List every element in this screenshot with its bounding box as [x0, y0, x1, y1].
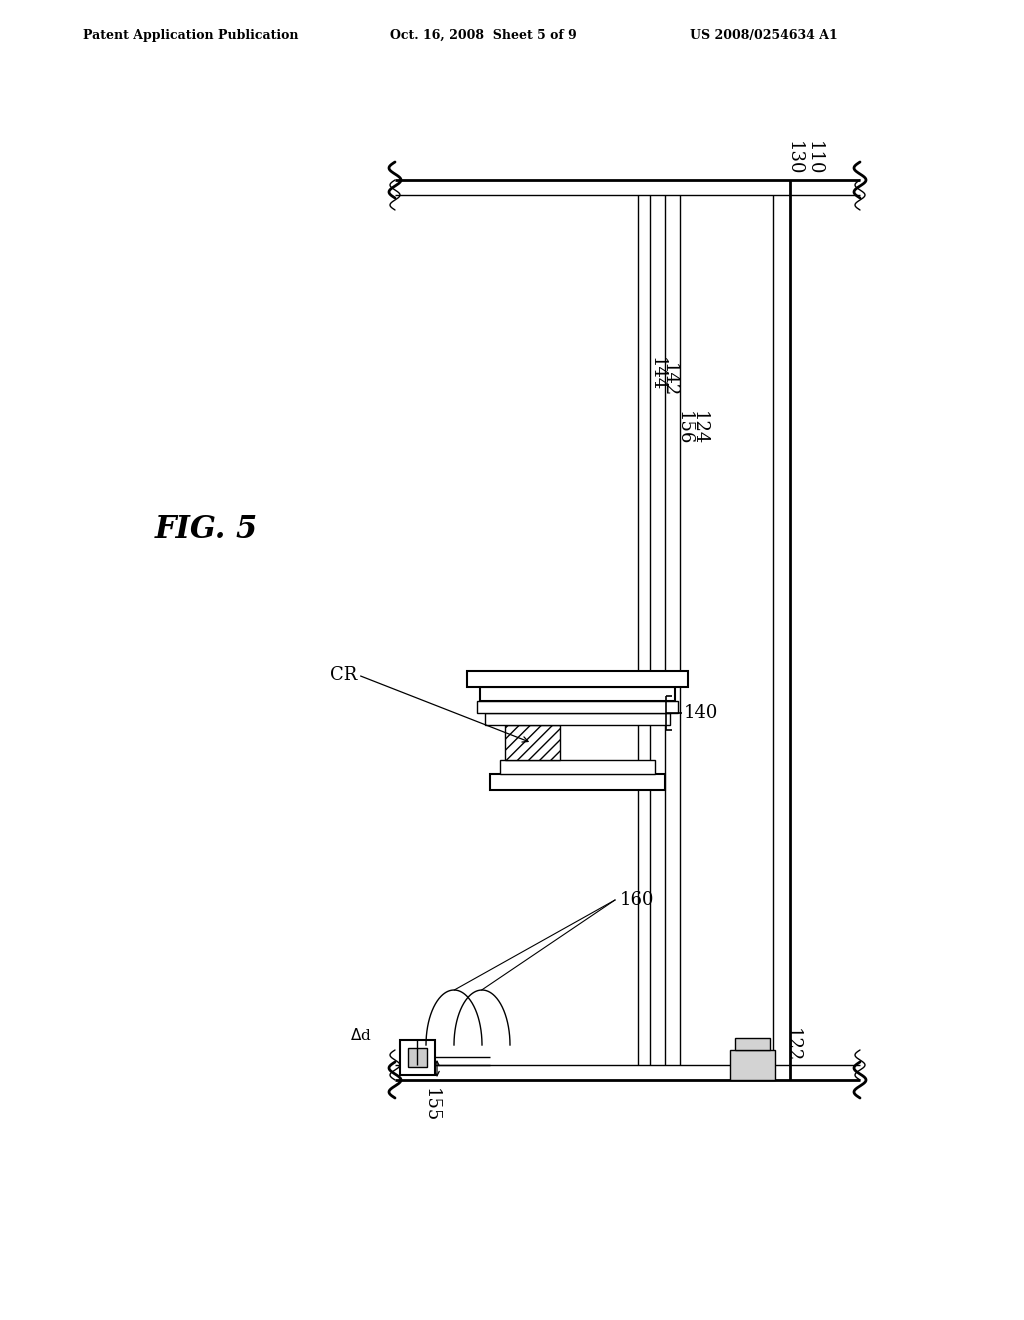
- Bar: [505, 725, 560, 760]
- Text: FIG. 5: FIG. 5: [155, 515, 258, 545]
- Text: 122: 122: [783, 1028, 801, 1063]
- Text: CR: CR: [330, 667, 357, 684]
- Bar: [485, 713, 670, 725]
- Bar: [408, 1048, 427, 1067]
- Text: 142: 142: [660, 363, 678, 397]
- Bar: [477, 701, 678, 713]
- Bar: [730, 1049, 775, 1080]
- Text: 130: 130: [785, 141, 803, 176]
- Bar: [480, 686, 675, 701]
- Bar: [735, 1038, 770, 1049]
- Text: 124: 124: [690, 411, 708, 445]
- Text: 160: 160: [620, 891, 654, 909]
- Text: Patent Application Publication: Patent Application Publication: [83, 29, 299, 41]
- Text: 110: 110: [805, 141, 823, 176]
- Text: 144: 144: [648, 356, 666, 391]
- Text: 140: 140: [684, 704, 719, 722]
- Text: US 2008/0254634 A1: US 2008/0254634 A1: [690, 29, 838, 41]
- Text: 156: 156: [675, 411, 693, 445]
- Text: $\Delta$d: $\Delta$d: [350, 1027, 372, 1043]
- Bar: [467, 671, 688, 686]
- Text: 155: 155: [422, 1088, 440, 1122]
- Bar: [490, 774, 665, 789]
- Text: Oct. 16, 2008  Sheet 5 of 9: Oct. 16, 2008 Sheet 5 of 9: [390, 29, 577, 41]
- Bar: [400, 1040, 435, 1074]
- Bar: [500, 760, 655, 774]
